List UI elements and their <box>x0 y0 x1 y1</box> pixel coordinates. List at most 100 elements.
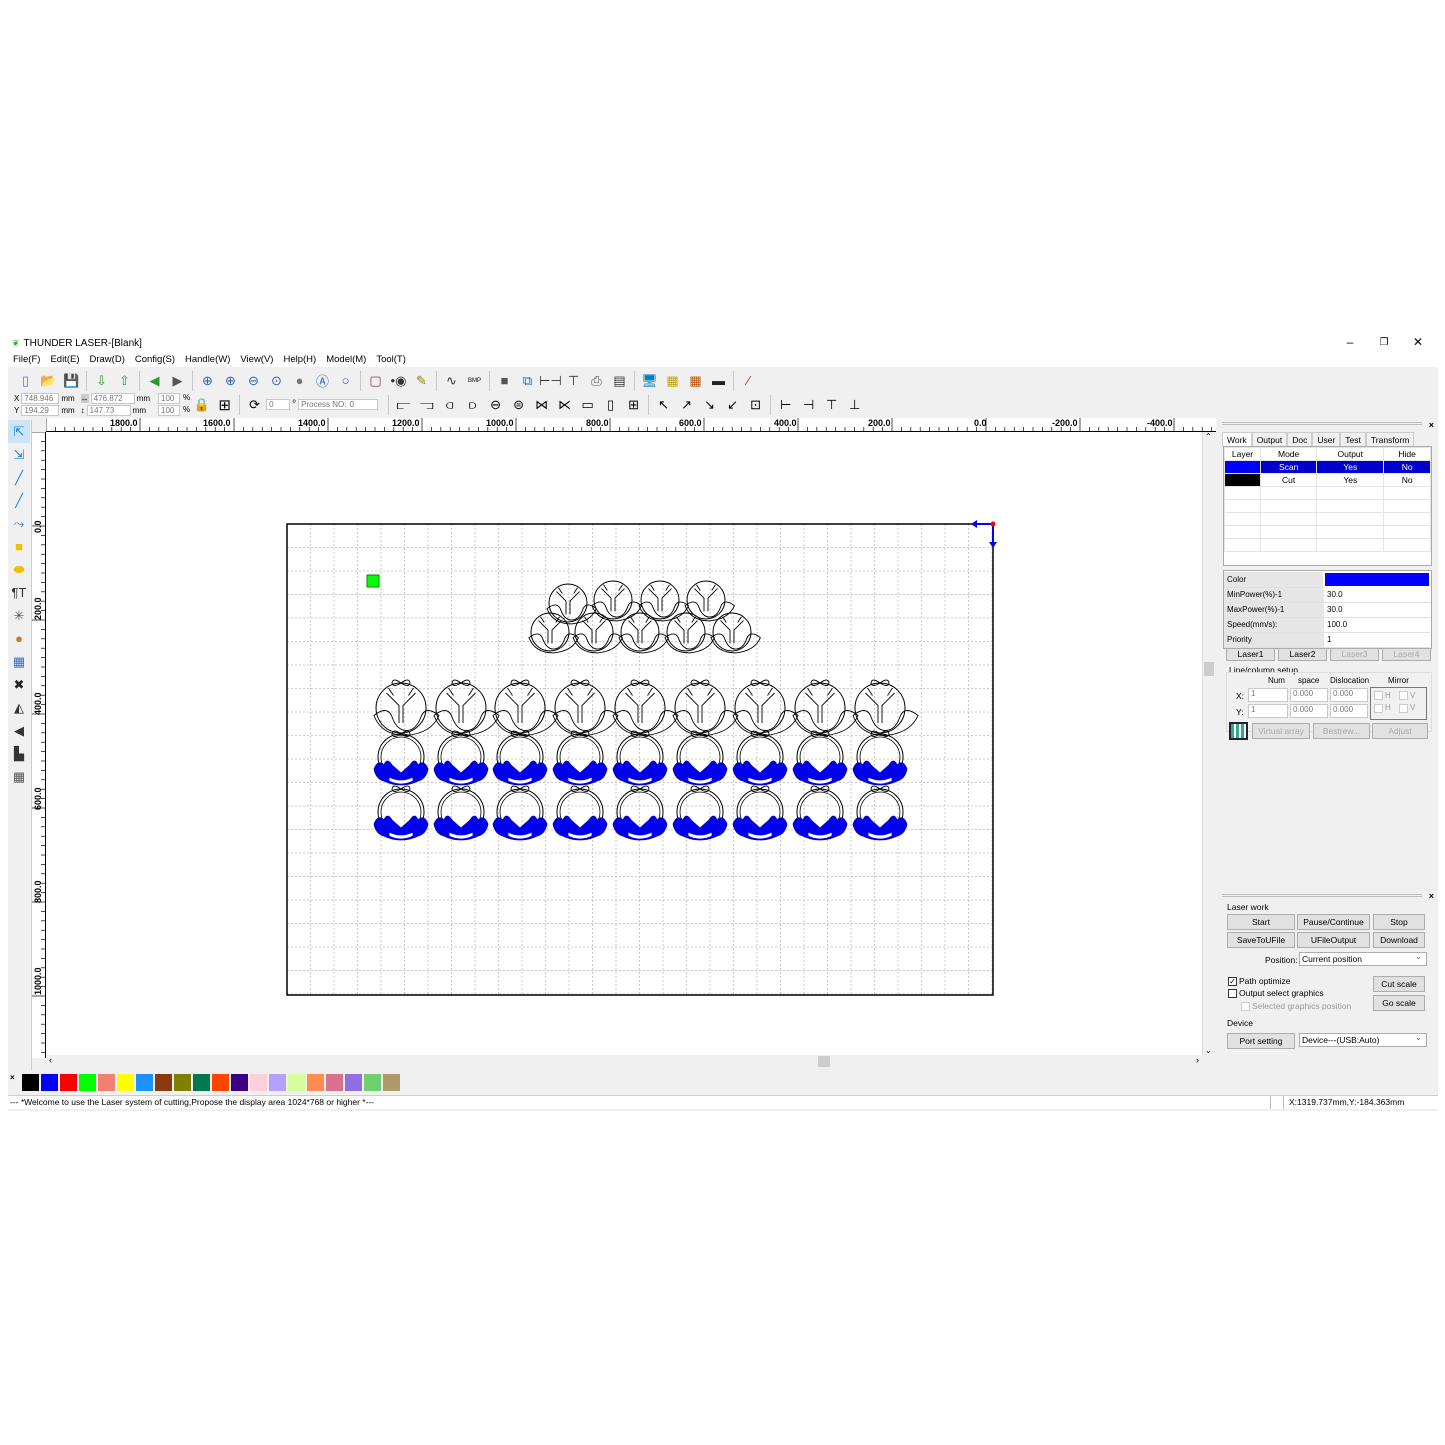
deer-head-cluster-item[interactable] <box>638 580 689 622</box>
node-edit-tool-icon[interactable]: ⇲ <box>13 446 25 462</box>
new-file-icon[interactable]: ▯ <box>21 372 30 388</box>
align-bottom-icon[interactable]: ⫐ <box>468 396 477 412</box>
delete-tool-icon[interactable]: ✖ <box>13 676 25 692</box>
minimize-button[interactable]: – <box>1346 335 1354 349</box>
same-height-icon[interactable]: ▯ <box>607 396 615 412</box>
palette-swatch[interactable] <box>79 1073 96 1091</box>
array-y-dislocation[interactable]: 0.000 <box>1330 704 1368 718</box>
hscroll-thumb[interactable] <box>818 1056 830 1067</box>
align-h-icon[interactable]: ⊢⊣ <box>539 372 562 388</box>
paint-tool-icon[interactable]: ● <box>15 631 23 646</box>
zoom-in-icon[interactable]: ⊕ <box>202 372 213 388</box>
curve-tool-icon[interactable]: ⤳ <box>13 515 25 531</box>
scroll-down-icon[interactable]: ⌄ <box>1205 1046 1212 1055</box>
rotate-input[interactable]: 0 <box>266 399 291 410</box>
align-tool-icon[interactable]: ▙ <box>14 745 24 761</box>
tab-output[interactable]: Output <box>1251 432 1288 447</box>
wreath-ornament[interactable] <box>373 730 429 786</box>
dist-bottom-icon[interactable]: ⊥ <box>848 396 861 412</box>
mirror-y-v-checkbox[interactable] <box>1399 703 1409 713</box>
redo-icon[interactable]: ▶ <box>172 372 183 388</box>
property-value[interactable]: 30.0 <box>1324 602 1430 618</box>
center-h-icon[interactable]: ⊖ <box>490 396 502 412</box>
virtual-array-button[interactable]: Virtual array <box>1252 723 1310 739</box>
array-grid-icon[interactable] <box>1229 722 1248 740</box>
array-x-space[interactable]: 0.000 <box>1290 688 1328 702</box>
vertical-scrollbar[interactable]: ⌃ ⌄ <box>1202 432 1215 1055</box>
laser-panel-close-icon[interactable]: × <box>1428 891 1434 901</box>
mirror-v-tool-icon[interactable]: ◀ <box>14 722 24 738</box>
laser2-button[interactable]: Laser2 <box>1278 648 1327 661</box>
palette-swatch[interactable] <box>60 1073 77 1091</box>
zoom-select-icon[interactable]: Ⓐ <box>315 374 329 389</box>
array-x-num[interactable]: 1 <box>1248 688 1288 702</box>
array-x-dislocation[interactable]: 0.000 <box>1330 688 1368 702</box>
palette-swatch[interactable] <box>383 1073 400 1091</box>
palette-swatch[interactable] <box>136 1073 153 1091</box>
menu-view[interactable]: View(V) <box>240 354 274 365</box>
menu-file[interactable]: File(F) <box>13 354 41 365</box>
device-select[interactable]: Device---(USB:Auto) <box>1299 1031 1427 1047</box>
deer-ornament[interactable] <box>552 679 619 736</box>
width-input[interactable]: 476.872 <box>90 393 135 404</box>
canvas-drawing[interactable] <box>46 432 1202 1055</box>
horizontal-scrollbar[interactable]: ‹ › <box>46 1055 1202 1068</box>
y-input[interactable]: 194.29 <box>21 405 60 416</box>
deer-ornament[interactable] <box>732 679 799 736</box>
export-icon[interactable]: ⇧ <box>119 372 130 388</box>
magic-wand-icon[interactable]: ⁄ <box>747 373 750 388</box>
lock-ratio-icon[interactable]: 🔒 <box>193 396 210 412</box>
laser-head-marker[interactable] <box>366 574 380 588</box>
deer-head-cluster-item[interactable] <box>546 583 597 625</box>
palette-swatch[interactable] <box>22 1073 39 1091</box>
zoom-in-2-icon[interactable]: ⊕ <box>225 372 236 388</box>
palette-swatch[interactable] <box>326 1073 343 1091</box>
deer-ornament[interactable] <box>672 679 739 736</box>
rectangle-icon[interactable]: ▢ <box>369 372 382 388</box>
layer-row[interactable]: Scan Yes No <box>1224 460 1431 474</box>
zoom-page-icon[interactable]: ● <box>295 373 304 388</box>
palette-swatch[interactable] <box>307 1073 324 1091</box>
palette-swatch[interactable] <box>98 1073 115 1091</box>
menu-edit[interactable]: Edit(E) <box>50 354 80 365</box>
palette-swatch[interactable] <box>155 1073 172 1091</box>
node-icon[interactable]: •◉ <box>390 372 407 388</box>
mirror-y-h-checkbox[interactable] <box>1374 703 1383 713</box>
tab-transform[interactable]: Transform <box>1365 432 1415 447</box>
top-right-icon[interactable]: ↗ <box>681 396 693 412</box>
deer-head-cluster-item[interactable] <box>572 612 623 654</box>
menu-model[interactable]: Model(M) <box>326 354 367 365</box>
tree-icon[interactable]: ⧉ <box>522 372 533 388</box>
palette-swatch[interactable] <box>212 1073 229 1091</box>
ufile-output-button[interactable]: UFileOutput <box>1297 932 1370 948</box>
menu-help[interactable]: Help(H) <box>283 354 317 365</box>
adjust-button[interactable]: Adjust <box>1372 723 1428 739</box>
equal-space-v-icon[interactable]: ⋉ <box>558 396 572 412</box>
center-v-icon[interactable]: ⊜ <box>513 396 525 412</box>
port-setting-button[interactable]: Port setting <box>1227 1033 1295 1049</box>
wreath-ornament[interactable] <box>612 785 668 841</box>
tab-user[interactable]: User <box>1312 432 1341 447</box>
wreath-ornament[interactable] <box>552 730 608 786</box>
wreath-ornament[interactable] <box>492 730 548 786</box>
ellipse-tool-icon[interactable]: ⬬ <box>13 561 25 577</box>
mirror-h-tool-icon[interactable]: ◭ <box>14 699 24 715</box>
x-input[interactable]: 748.946 <box>21 393 60 404</box>
select-tool-icon[interactable]: ⇱ <box>8 420 30 443</box>
wreath-ornament[interactable] <box>612 730 668 786</box>
align-right-icon[interactable]: ⫎ <box>419 396 434 412</box>
zoom-fit-icon[interactable]: ⊙ <box>271 372 282 388</box>
layer-output[interactable]: Yes <box>1316 473 1385 487</box>
no-color-icon[interactable]: × <box>10 1073 15 1082</box>
deer-ornament[interactable] <box>792 679 859 736</box>
wreath-ornament[interactable] <box>433 730 489 786</box>
polyline-tool-icon[interactable]: ╱ <box>15 492 23 508</box>
layer-mode[interactable]: Scan <box>1259 460 1318 474</box>
wreath-ornament[interactable] <box>552 785 608 841</box>
layer-hide[interactable]: No <box>1383 473 1431 487</box>
position-select[interactable]: Current position <box>1299 950 1427 966</box>
top-left-icon[interactable]: ↖ <box>658 396 670 412</box>
deer-head-cluster-item[interactable] <box>684 580 735 622</box>
laser1-button[interactable]: Laser1 <box>1226 648 1275 661</box>
camera-icon[interactable]: ▬ <box>712 373 725 388</box>
